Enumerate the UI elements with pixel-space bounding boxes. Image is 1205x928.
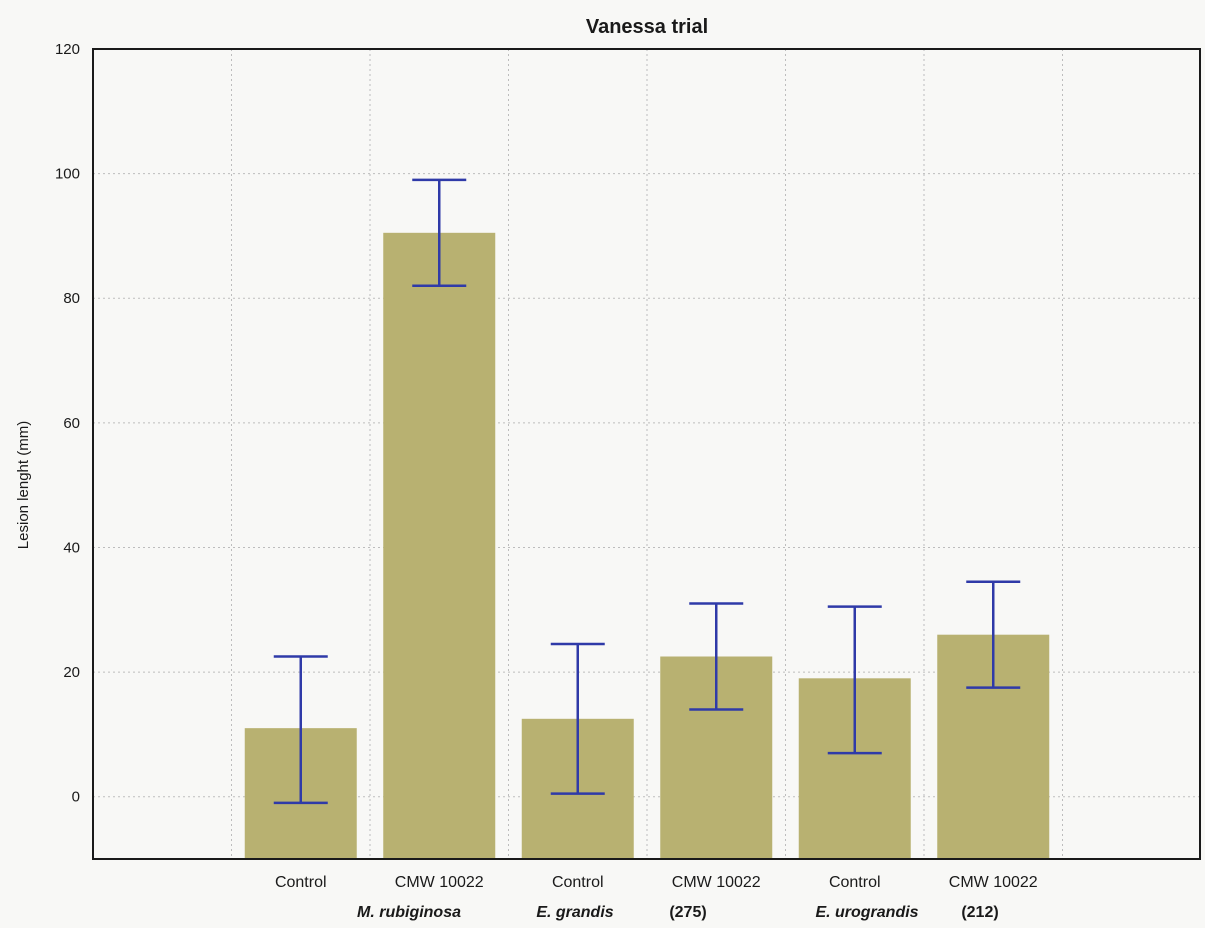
y-tick-labels: 0 20 40 60 80 100 120 bbox=[55, 41, 80, 806]
plot-frame bbox=[92, 48, 1201, 860]
y-tick-label: 100 bbox=[55, 166, 80, 183]
y-tick-label: 20 bbox=[63, 664, 80, 681]
grid-layer bbox=[93, 48, 1200, 859]
error-bar bbox=[827, 605, 882, 755]
x-tick-label: CMW 10022 bbox=[672, 874, 761, 891]
error-bar bbox=[689, 602, 744, 711]
y-axis-label: Lesion lenght (mm) bbox=[15, 421, 32, 549]
group-labels: M. rubiginosa E. grandis (275) E. urograndi… bbox=[357, 904, 999, 921]
x-tick-label: CMW 10022 bbox=[395, 874, 484, 891]
group-label: (275) bbox=[669, 904, 706, 921]
group-label: E. urograndis bbox=[815, 904, 918, 921]
group-label: (212) bbox=[961, 904, 998, 921]
x-tick-label: Control bbox=[275, 874, 327, 891]
group-label: M. rubiginosa bbox=[357, 904, 461, 921]
y-tick-label: 80 bbox=[63, 290, 80, 307]
y-tick-label: 120 bbox=[55, 41, 80, 58]
error-bar bbox=[273, 655, 328, 805]
bar bbox=[383, 232, 496, 860]
x-tick-label: Control bbox=[829, 874, 881, 891]
x-tick-labels: Control CMW 10022 Control CMW 10022 Control C… bbox=[275, 874, 1038, 891]
bar-layer bbox=[244, 232, 1050, 860]
y-tick-label: 60 bbox=[63, 415, 80, 432]
error-bar bbox=[966, 580, 1021, 689]
error-bar bbox=[550, 642, 605, 795]
y-tick-label: 0 bbox=[72, 789, 80, 806]
y-tick-label: 40 bbox=[63, 539, 80, 556]
group-label: E. grandis bbox=[536, 904, 613, 921]
x-tick-label: CMW 10022 bbox=[949, 874, 1038, 891]
chart-title: Vanessa trial bbox=[586, 16, 708, 38]
x-tick-label: Control bbox=[552, 874, 604, 891]
error-bar-layer bbox=[273, 178, 1021, 805]
error-bar bbox=[412, 178, 467, 288]
